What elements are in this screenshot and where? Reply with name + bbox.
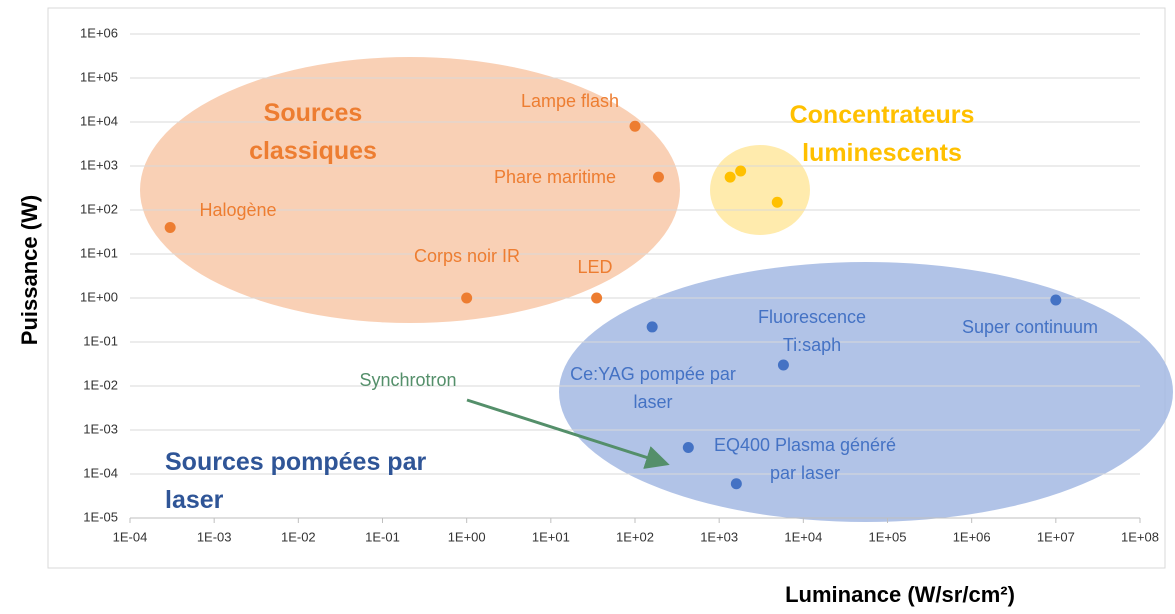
- y-axis-title: Puissance (W): [17, 194, 42, 346]
- chart-frame: [47, 7, 1166, 569]
- y-tick-label: 1E-04: [83, 465, 118, 480]
- point-label: EQ400 Plasma généré par laser: [713, 435, 897, 483]
- group-label: Sources pompées par laser: [165, 448, 427, 514]
- y-tick-label: 1E-03: [83, 421, 118, 436]
- x-tick-label: 1E+01: [532, 529, 570, 544]
- y-tick-label: 1E+06: [80, 25, 118, 40]
- y-tick-label: 1E+01: [80, 245, 118, 260]
- x-tick-label: 1E+06: [953, 529, 991, 544]
- point: [777, 359, 789, 371]
- y-tick-label: 1E+05: [80, 69, 118, 84]
- arrow: [466, 398, 670, 469]
- point-label: Super continuum: [961, 317, 1099, 337]
- group-ellipse: [710, 145, 810, 235]
- point: [461, 292, 473, 304]
- point: [164, 222, 176, 234]
- x-tick-label: 1E+08: [1121, 529, 1159, 544]
- y-tick-label: 1E+00: [80, 289, 118, 304]
- x-tick-label: 1E+00: [448, 529, 486, 544]
- point: [629, 120, 641, 132]
- x-tick-label: 1E+03: [700, 529, 738, 544]
- point: [771, 196, 783, 208]
- point: [724, 171, 736, 183]
- x-tick-label: 1E-02: [281, 529, 316, 544]
- x-tick-label: 1E+04: [784, 529, 822, 544]
- y-tick-label: 1E-05: [83, 509, 118, 524]
- x-tick-label: 1E-01: [365, 529, 400, 544]
- point-label: LED: [577, 257, 613, 277]
- y-tick-label: 1E+04: [80, 113, 118, 128]
- group-label: Sources classiques: [249, 99, 377, 165]
- point-label: Synchrotron: [359, 370, 457, 390]
- point-label: Ce:YAG pompée par laser: [570, 364, 736, 412]
- point-label: Phare maritime: [493, 167, 617, 187]
- x-axis-title: Luminance (W/sr/cm²): [785, 582, 1015, 607]
- point-label: Fluorescence Ti:saph: [757, 307, 867, 355]
- point: [735, 165, 747, 177]
- point: [1050, 294, 1062, 306]
- x-tick-label: 1E+07: [1037, 529, 1075, 544]
- x-tick-label: 1E-04: [113, 529, 148, 544]
- y-tick-label: 1E+03: [80, 157, 118, 172]
- point: [682, 442, 694, 454]
- group-ellipse: [140, 57, 680, 323]
- group-label: Concentrateurs luminescents: [789, 101, 975, 167]
- group-ellipse: [559, 262, 1173, 522]
- point-label: Halogène: [199, 200, 277, 220]
- x-tick-label: 1E-03: [197, 529, 232, 544]
- y-tick-label: 1E-01: [83, 333, 118, 348]
- x-tick-label: 1E+02: [616, 529, 654, 544]
- y-tick-label: 1E-02: [83, 377, 118, 392]
- point: [652, 171, 664, 183]
- point-label: Corps noir IR: [413, 246, 521, 266]
- point-label: Lampe flash: [520, 91, 620, 111]
- point: [591, 292, 603, 304]
- x-tick-label: 1E+05: [869, 529, 907, 544]
- point: [730, 478, 742, 490]
- y-tick-label: 1E+02: [80, 201, 118, 216]
- point: [646, 321, 658, 333]
